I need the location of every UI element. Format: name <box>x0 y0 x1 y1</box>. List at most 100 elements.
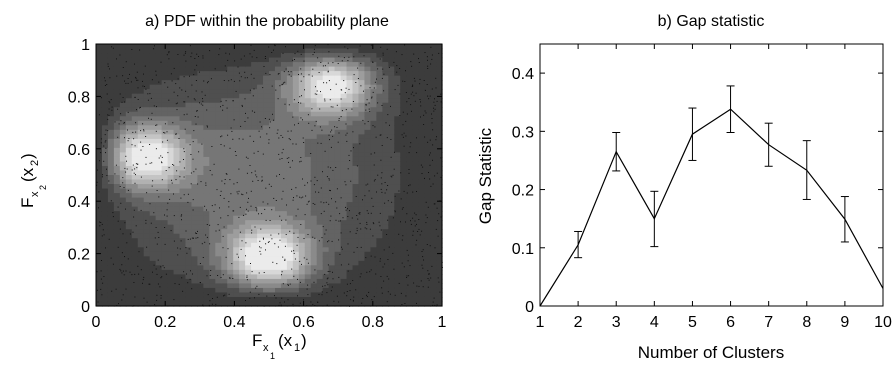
contour-cell <box>137 251 145 257</box>
contour-cell <box>113 66 121 72</box>
contour-cell <box>388 301 395 307</box>
contour-cell <box>364 188 372 194</box>
contour-cell <box>221 44 228 50</box>
contour-cell <box>430 129 437 135</box>
contour-cell <box>119 251 127 257</box>
contour-cell <box>137 107 145 113</box>
scatter-point <box>398 190 400 192</box>
scatter-point <box>371 97 373 99</box>
contour-cell <box>131 260 139 266</box>
scatter-point <box>139 49 141 51</box>
contour-cell <box>179 80 187 86</box>
scatter-point <box>355 82 357 83</box>
scatter-point <box>433 110 435 112</box>
scatter-point <box>291 250 293 252</box>
contour-cell <box>263 129 270 135</box>
contour-cell <box>298 156 306 163</box>
contour-cell <box>406 202 413 208</box>
scatter-point <box>369 271 371 273</box>
contour-cell <box>239 260 246 266</box>
contour-cell <box>269 260 276 266</box>
contour-cell <box>107 233 115 239</box>
scatter-point <box>405 295 407 297</box>
scatter-point <box>154 45 155 47</box>
contour-cell <box>161 48 169 54</box>
scatter-point <box>98 114 100 116</box>
scatter-point <box>390 156 392 158</box>
contour-cell <box>167 175 175 181</box>
contour-cell <box>418 120 425 126</box>
contour-cell <box>263 206 270 212</box>
contour-cell <box>227 44 234 50</box>
scatter-point <box>136 71 138 73</box>
contour-cell <box>370 242 377 248</box>
contour-cell <box>436 102 443 108</box>
contour-cell <box>233 156 240 163</box>
scatter-point <box>140 176 142 178</box>
contour-cell <box>430 53 437 59</box>
contour-cell <box>239 147 246 154</box>
contour-cell <box>257 120 264 126</box>
scatter-point <box>211 205 213 207</box>
contour-cell <box>304 193 312 199</box>
contour-cell <box>328 193 336 199</box>
contour-cell <box>352 256 360 262</box>
contour-cell <box>388 102 395 108</box>
contour-cell <box>370 134 377 140</box>
contour-cell <box>149 238 157 244</box>
scatter-point <box>133 138 135 140</box>
scatter-point <box>292 143 294 145</box>
contour-cell <box>149 165 157 172</box>
contour-cell <box>233 48 240 54</box>
scatter-point <box>315 86 316 88</box>
scatter-point <box>104 77 105 79</box>
contour-cell <box>292 44 300 50</box>
contour-cell <box>370 138 377 144</box>
contour-cell <box>328 138 336 144</box>
contour-cell <box>251 184 258 190</box>
contour-cell <box>322 143 330 149</box>
contour-cell <box>382 161 389 167</box>
contour-cell <box>143 269 151 275</box>
contour-cell <box>280 98 288 104</box>
contour-cell <box>233 251 240 257</box>
contour-cell <box>430 260 437 266</box>
contour-cell <box>352 242 360 248</box>
scatter-point <box>161 162 163 164</box>
contour-cell <box>263 125 270 131</box>
contour-cell <box>370 184 377 190</box>
contour-cell <box>263 202 270 208</box>
contour-cell <box>179 53 187 59</box>
contour-cell <box>179 220 187 226</box>
contour-cell <box>161 165 169 172</box>
scatter-point <box>108 108 110 110</box>
contour-cell <box>328 238 336 244</box>
contour-cell <box>155 184 163 190</box>
contour-cell <box>215 206 222 212</box>
scatter-point <box>138 107 140 109</box>
scatter-point <box>192 273 193 275</box>
contour-cell <box>137 98 145 104</box>
contour-cell <box>424 53 431 59</box>
contour-cell <box>269 134 276 140</box>
contour-cell <box>334 147 342 154</box>
contour-cell <box>406 301 413 307</box>
scatter-point <box>254 170 256 172</box>
contour-cell <box>191 116 199 122</box>
contour-cell <box>239 229 246 235</box>
scatter-point <box>224 183 226 185</box>
contour-cell <box>388 184 395 190</box>
contour-cell <box>245 247 252 253</box>
contour-cell <box>155 188 163 194</box>
scatter-point <box>368 291 370 293</box>
contour-cell <box>269 224 276 230</box>
contour-cell <box>137 161 145 167</box>
contour-cell <box>125 44 133 50</box>
contour-cell <box>107 80 115 86</box>
scatter-point <box>381 287 383 289</box>
contour-cell <box>233 138 240 144</box>
contour-cell <box>394 93 401 99</box>
contour-cell <box>292 229 300 235</box>
contour-cell <box>155 57 163 63</box>
scatter-point <box>335 219 337 221</box>
